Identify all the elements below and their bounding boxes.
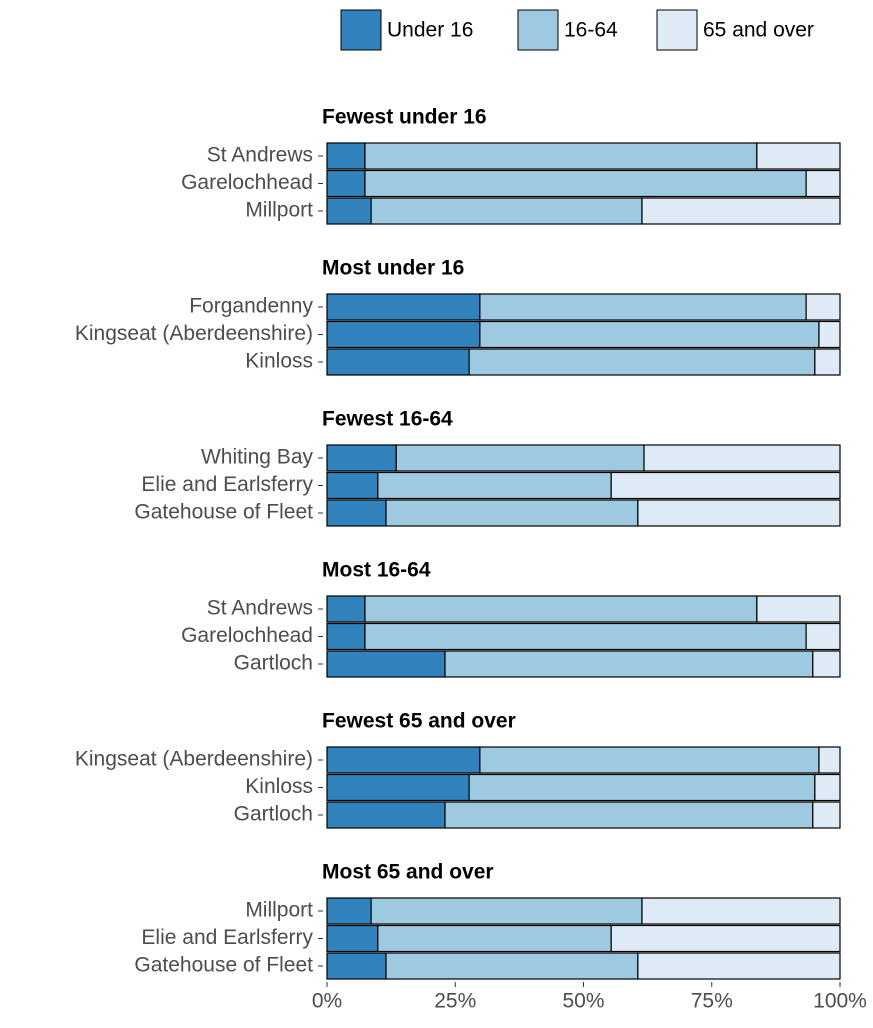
bar-segment bbox=[805, 622, 841, 651]
legend-label: 65 and over bbox=[703, 19, 814, 42]
bar-segment bbox=[444, 650, 814, 678]
y-tick-label: Garelochhead bbox=[181, 171, 313, 194]
bar-segment bbox=[610, 471, 841, 500]
bar-segment bbox=[643, 444, 841, 472]
y-tick-label: St Andrews bbox=[207, 144, 313, 167]
bar-segment bbox=[818, 746, 841, 774]
bar-segment bbox=[326, 499, 387, 527]
y-tick-label: Gatehouse of Fleet bbox=[134, 501, 313, 524]
bar-segment bbox=[385, 952, 639, 980]
bar-segment bbox=[326, 801, 446, 829]
bar-segment bbox=[326, 746, 481, 774]
legend-key bbox=[517, 9, 559, 51]
bar-segment bbox=[326, 142, 366, 170]
x-tick-label: 25% bbox=[434, 990, 476, 1013]
bar-segment bbox=[756, 142, 841, 170]
bar-segment bbox=[326, 169, 366, 198]
legend-key bbox=[656, 9, 698, 51]
bar-segment bbox=[364, 595, 758, 623]
x-tick-label: 50% bbox=[562, 990, 604, 1013]
bar-segment bbox=[326, 773, 470, 802]
bar-segment bbox=[814, 773, 841, 802]
x-tick-label: 75% bbox=[691, 990, 733, 1013]
bar-segment bbox=[610, 924, 841, 953]
y-tick-label: Millport bbox=[245, 899, 313, 922]
bar-segment bbox=[395, 444, 645, 472]
y-tick-label: Gatehouse of Fleet bbox=[134, 954, 313, 977]
panel-title: Fewest 65 and over bbox=[322, 710, 516, 733]
bar-segment bbox=[326, 444, 397, 472]
y-tick-label: Whiting Bay bbox=[201, 446, 314, 469]
bar-segment bbox=[326, 197, 372, 225]
panel-title: Fewest 16-64 bbox=[322, 408, 453, 431]
bar-segment bbox=[326, 897, 372, 925]
bar-segment bbox=[364, 169, 807, 198]
bar-segment bbox=[479, 293, 807, 321]
bar-segment bbox=[377, 924, 612, 953]
y-tick-label: Millport bbox=[245, 199, 313, 222]
bar-segment bbox=[326, 348, 470, 376]
y-tick-label: Kingseat (Aberdeenshire) bbox=[75, 322, 313, 345]
bar-segment bbox=[326, 595, 366, 623]
legend-label: 16-64 bbox=[564, 19, 618, 42]
bar-segment bbox=[364, 622, 807, 651]
bar-segment bbox=[326, 471, 379, 500]
bar-segment bbox=[479, 746, 820, 774]
x-tick-label: 100% bbox=[813, 990, 867, 1013]
panel-title: Fewest under 16 bbox=[322, 106, 487, 129]
bar-segment bbox=[479, 320, 820, 349]
legend-key bbox=[340, 9, 382, 51]
bar-segment bbox=[364, 142, 758, 170]
y-tick-label: Kinloss bbox=[245, 350, 313, 373]
bar-segment bbox=[641, 197, 841, 225]
bar-segment bbox=[637, 499, 841, 527]
y-tick-label: Kingseat (Aberdeenshire) bbox=[75, 748, 313, 771]
panel-title: Most 65 and over bbox=[322, 861, 494, 884]
y-tick-label: Gartloch bbox=[234, 652, 313, 675]
bar-segment bbox=[326, 622, 366, 651]
y-tick-label: Gartloch bbox=[234, 803, 313, 826]
bar-segment bbox=[377, 471, 612, 500]
bar-segment bbox=[641, 897, 841, 925]
bar-segment bbox=[444, 801, 814, 829]
y-tick-label: Kinloss bbox=[245, 775, 313, 798]
bar-segment bbox=[385, 499, 639, 527]
bar-segment bbox=[814, 348, 841, 376]
x-tick-label: 0% bbox=[312, 990, 342, 1013]
bar-segment bbox=[805, 169, 841, 198]
bar-segment bbox=[818, 320, 841, 349]
y-tick-label: Forgandenny bbox=[189, 295, 313, 318]
bar-segment bbox=[468, 348, 816, 376]
bar-segment bbox=[812, 650, 841, 678]
bar-segment bbox=[468, 773, 816, 802]
legend-label: Under 16 bbox=[387, 19, 473, 42]
bar-segment bbox=[326, 293, 481, 321]
y-tick-label: Elie and Earlsferry bbox=[141, 473, 313, 496]
y-tick-label: Elie and Earlsferry bbox=[141, 926, 313, 949]
y-tick-label: St Andrews bbox=[207, 597, 313, 620]
bar-segment bbox=[805, 293, 841, 321]
bar-segment bbox=[370, 197, 643, 225]
bar-segment bbox=[756, 595, 841, 623]
panel-title: Most 16-64 bbox=[322, 559, 431, 582]
bar-segment bbox=[326, 320, 481, 349]
panel-title: Most under 16 bbox=[322, 257, 464, 280]
bar-segment bbox=[326, 924, 379, 953]
y-tick-label: Garelochhead bbox=[181, 624, 313, 647]
bar-segment bbox=[812, 801, 841, 829]
bar-segment bbox=[637, 952, 841, 980]
bar-segment bbox=[326, 952, 387, 980]
bar-segment bbox=[370, 897, 643, 925]
bar-segment bbox=[326, 650, 446, 678]
